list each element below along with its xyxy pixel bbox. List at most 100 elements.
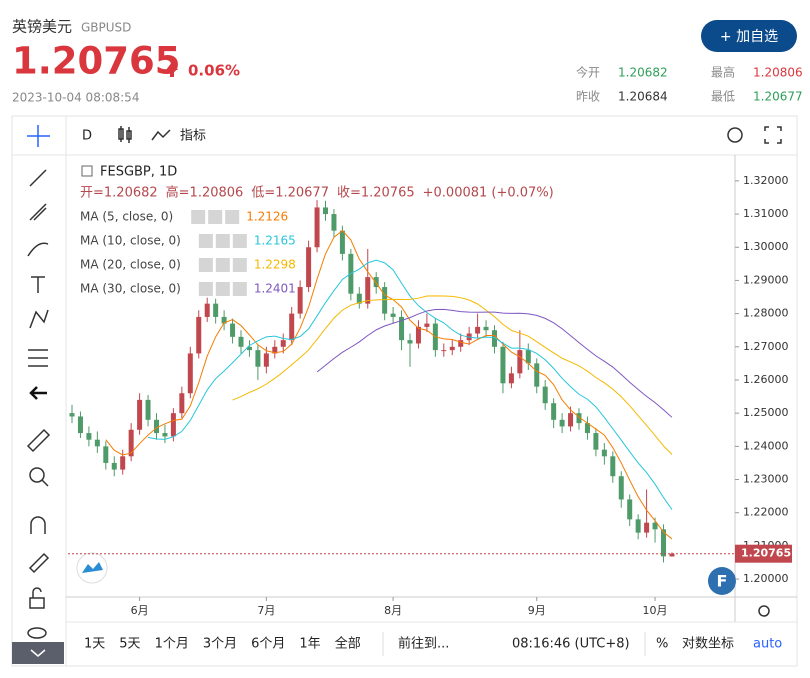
candle-body [424, 323, 430, 327]
candle-body [238, 336, 244, 347]
stat-value: 1.20682 [618, 66, 668, 80]
candle-body [576, 413, 582, 424]
f-badge-label[interactable]: F [717, 572, 728, 591]
last-price-tag [735, 544, 792, 563]
candle-body [77, 416, 83, 434]
candle-body [263, 353, 269, 367]
candle-body [289, 313, 295, 341]
drawing-tools[interactable] [26, 125, 51, 639]
ma-line [147, 259, 673, 510]
collapse-button[interactable] [12, 642, 64, 664]
candle-body [542, 386, 548, 404]
ma-control[interactable] [225, 210, 240, 224]
last-price-label: 1.20765 [741, 547, 791, 560]
candle-body [103, 446, 109, 463]
ma-control[interactable] [232, 282, 247, 296]
ohlc-value: +0.00081 (+0.07%) [423, 186, 554, 201]
settings-icon[interactable] [727, 127, 743, 143]
ma-control[interactable] [191, 210, 206, 224]
candle-body [280, 340, 286, 347]
candle-body [204, 303, 210, 317]
range-button[interactable]: 6个月 [251, 637, 285, 652]
add-watchlist[interactable] [701, 20, 797, 52]
candle-body [635, 519, 641, 533]
ma-control[interactable] [215, 258, 230, 272]
candle-body [331, 214, 337, 231]
candle-body [230, 323, 236, 337]
ma-control[interactable] [215, 282, 230, 296]
candle-body [517, 350, 523, 374]
candle-body [373, 277, 379, 288]
ma-control[interactable] [215, 234, 230, 248]
range-button[interactable]: 1个月 [155, 637, 189, 652]
ohlc-value: 低=1.20677 [251, 186, 329, 201]
range-button[interactable]: 5天 [119, 637, 140, 652]
x-tick-label: 9月 [528, 604, 546, 617]
percent-toggle[interactable]: % [656, 637, 668, 652]
ma-control[interactable] [198, 258, 213, 272]
interval[interactable]: D [82, 129, 92, 144]
candle-body [551, 403, 557, 420]
candle-body [382, 287, 388, 314]
fullscreen-icon[interactable] [764, 126, 782, 144]
y-tick-label: 1.27000 [743, 340, 789, 353]
ohlc-value: 收=1.20765 [337, 186, 415, 201]
candle-body [525, 350, 531, 364]
stat-label: 最低 [711, 90, 735, 104]
candle-body [69, 413, 75, 417]
price: 1.20765 [12, 40, 181, 83]
candle-body [170, 413, 176, 437]
up-arrow [166, 62, 178, 77]
ma-line [105, 229, 673, 540]
f-badge[interactable] [708, 567, 736, 595]
candle-body [449, 346, 455, 351]
candle-body [356, 293, 362, 304]
ma-control[interactable] [198, 282, 213, 296]
y-tick-label: 1.24000 [743, 439, 789, 452]
axis-settings[interactable] [758, 605, 770, 617]
ma-value: 1.2298 [254, 258, 296, 272]
range-button[interactable]: 全部 [335, 636, 361, 652]
candle-body [534, 363, 540, 387]
ma-name: MA (20, close, 0) [80, 258, 181, 272]
ma-control[interactable] [232, 234, 247, 248]
candle-body [559, 419, 565, 427]
candle-body [255, 350, 261, 367]
range-button[interactable]: 1天 [84, 637, 105, 652]
y-tick-label: 1.29000 [743, 273, 789, 286]
candle-body [568, 413, 574, 427]
candle-body [323, 207, 328, 215]
candle-body [86, 433, 92, 440]
ma-control[interactable] [198, 234, 213, 248]
clock: 08:16:46 (UTC+8) [512, 637, 630, 652]
chart-frame [11, 115, 798, 667]
auto-toggle[interactable]: auto [753, 637, 782, 652]
range-button[interactable]: 3个月 [203, 637, 237, 652]
y-tick-label: 1.31000 [743, 207, 789, 220]
range-button[interactable]: 1年 [299, 637, 320, 652]
add-watchlist-label[interactable]: + 加自选 [720, 29, 778, 45]
indicators[interactable]: 指标 [180, 129, 206, 144]
logo [82, 562, 103, 573]
collapse-icon[interactable] [30, 649, 46, 657]
indicator-icon[interactable] [151, 129, 171, 141]
candle-body [297, 287, 303, 314]
candle-body [593, 433, 599, 450]
candle-body [407, 340, 413, 344]
ma-control[interactable] [208, 210, 223, 224]
goto-button[interactable]: 前往到... [398, 636, 449, 652]
stat-value: 1.20677 [753, 90, 803, 104]
candle-body [221, 316, 227, 324]
candle-body [475, 326, 481, 334]
log-toggle[interactable]: 对数坐标 [682, 637, 734, 652]
candle-body [145, 399, 151, 420]
candle-icon[interactable] [118, 126, 132, 143]
ma-control[interactable] [232, 258, 247, 272]
ohlc-value: 高=1.20806 [166, 185, 244, 201]
ma-name: MA (10, close, 0) [80, 234, 181, 248]
ohlc-value: 开=1.20682 [80, 186, 158, 201]
y-tick-label: 1.28000 [743, 307, 789, 320]
collapse-legend[interactable] [81, 165, 93, 177]
chart-title: FESGBP, 1D [100, 165, 177, 180]
candle-body [179, 393, 185, 414]
